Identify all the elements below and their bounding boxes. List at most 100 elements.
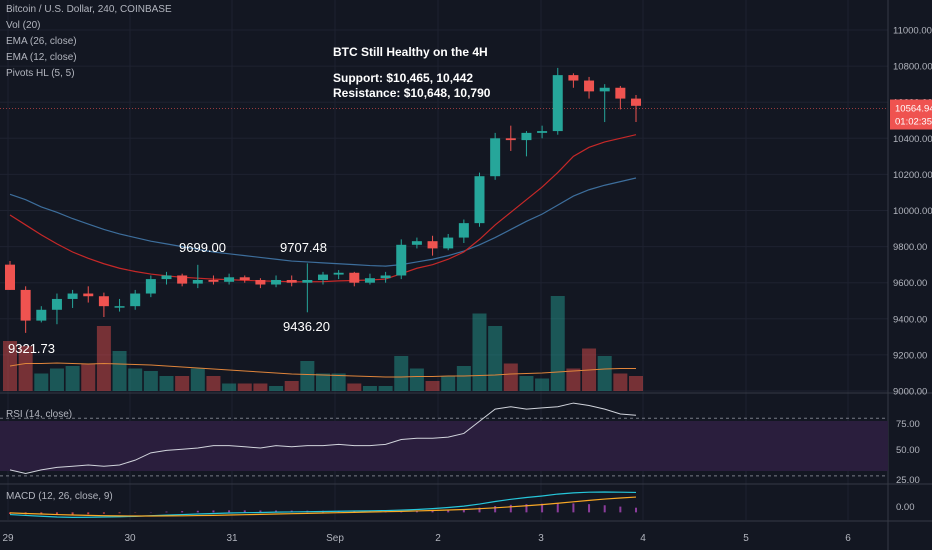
macd-histogram-bar	[102, 512, 105, 514]
volume-bars	[3, 296, 643, 391]
volume-bar	[128, 368, 143, 391]
pivot-low-label: 9436.20	[283, 319, 330, 334]
candle-body	[380, 275, 391, 279]
time-tick-label: 2	[435, 533, 441, 544]
macd-histogram-bar	[541, 503, 544, 513]
axes: 11000.0010800.0010600.0010400.0010200.00…	[2, 26, 932, 544]
candle-body	[20, 289, 31, 321]
price-tick-label: 10000.00	[893, 206, 932, 217]
candle-body	[631, 98, 641, 106]
candle-body	[130, 293, 141, 307]
rsi-tick-label: 50.00	[896, 445, 920, 456]
candle-body	[584, 80, 595, 92]
macd-histogram-bar	[165, 511, 168, 513]
macd-histogram-bar	[494, 506, 497, 513]
macd-histogram-bar	[447, 509, 450, 513]
volume-bar	[456, 366, 471, 391]
candle-body	[255, 279, 266, 285]
candle-body	[239, 277, 250, 280]
macd-histogram-bar	[353, 511, 356, 513]
volume-bar	[613, 373, 628, 391]
volume-bar	[81, 363, 96, 391]
volume-bar	[409, 368, 424, 391]
candle-body	[411, 241, 422, 245]
candle-body	[318, 274, 328, 280]
macd-line	[9, 491, 637, 518]
candle-body	[5, 264, 15, 290]
candle-body	[458, 223, 469, 238]
volume-bar	[550, 296, 565, 391]
macd-histogram-bar	[431, 510, 434, 513]
macd-histogram-bar	[525, 504, 528, 513]
symbol-title: Bitcoin / U.S. Dollar, 240, COINBASE	[6, 4, 172, 15]
macd-title[interactable]: MACD (12, 26, close, 9)	[6, 491, 113, 502]
indicator-ema26-label[interactable]: EMA (26, close)	[6, 36, 77, 47]
candle-body	[192, 279, 203, 284]
volume-bar	[503, 363, 518, 391]
price-tick-label: 10400.00	[893, 134, 932, 145]
candle-body	[521, 132, 532, 141]
macd-histogram-bar	[196, 510, 199, 513]
candle-body	[161, 275, 172, 280]
volume-ma-line	[9, 362, 636, 378]
macd-histogram-bar	[228, 510, 231, 513]
volume-bar	[269, 386, 284, 391]
volume-bar	[331, 373, 346, 391]
candle-body	[83, 293, 94, 297]
candle-body	[36, 309, 47, 321]
volume-bar	[566, 368, 581, 391]
candle-body	[177, 275, 188, 284]
macd-histogram-bar	[509, 504, 512, 513]
candle-body	[490, 138, 501, 177]
rsi-title[interactable]: RSI (14, close)	[6, 409, 73, 420]
volume-bar	[18, 346, 33, 391]
candle-body	[568, 75, 579, 81]
price-tick-label: 10800.00	[893, 62, 932, 73]
volume-bar	[378, 386, 393, 391]
macd-histogram-bar	[556, 503, 559, 513]
macd-histogram-bar	[619, 506, 622, 513]
price-tick-label: 10200.00	[893, 170, 932, 181]
price-tick-label: 9200.00	[893, 350, 927, 361]
macd-histogram-bar	[87, 512, 90, 515]
macd-histogram-bar	[462, 509, 465, 513]
annotation-title: BTC Still Healthy on the 4H	[333, 45, 488, 59]
macd-histogram-bar	[588, 504, 591, 513]
volume-bar	[143, 371, 158, 391]
candlesticks	[5, 67, 641, 333]
volume-bar	[394, 356, 409, 391]
candle-body	[552, 75, 563, 132]
rsi-tick-label: 75.00	[896, 419, 920, 430]
time-tick-label: 30	[124, 533, 136, 544]
volume-bar	[316, 373, 330, 391]
volume-bar	[34, 373, 49, 391]
pivot-high-label: 9707.48	[280, 240, 327, 255]
candle-body	[224, 277, 235, 282]
time-tick-label: 3	[538, 533, 544, 544]
volume-bar	[49, 368, 64, 391]
time-tick-label: 4	[640, 533, 646, 544]
time-tick-label: 29	[2, 533, 14, 544]
macd-histogram-bar	[212, 510, 215, 513]
macd-histogram-bar	[243, 510, 246, 513]
annotation-resistance: Resistance: $10,648, 10,790	[333, 86, 491, 100]
annotation-support: Support: $10,465, 10,442	[333, 71, 474, 85]
candle-body	[114, 306, 125, 308]
candle-body	[474, 176, 485, 224]
candle-body	[67, 293, 78, 299]
volume-bar	[222, 383, 237, 391]
ema26-line	[9, 177, 637, 267]
macd-histogram-bar	[118, 512, 121, 514]
indicator-ema12-label[interactable]: EMA (12, close)	[6, 52, 77, 63]
indicator-lines	[9, 134, 637, 518]
indicator-pivots-label[interactable]: Pivots HL (5, 5)	[6, 68, 75, 79]
pivot-high-label: 9699.00	[179, 240, 226, 255]
price-tick-label: 11000.00	[893, 26, 932, 37]
macd-histogram-bar	[71, 512, 74, 515]
ema12-line	[9, 134, 637, 283]
indicator-vol-label[interactable]: Vol (20)	[6, 20, 41, 31]
volume-bar	[425, 381, 440, 391]
volume-bar	[253, 383, 268, 391]
candle-body	[537, 131, 548, 133]
